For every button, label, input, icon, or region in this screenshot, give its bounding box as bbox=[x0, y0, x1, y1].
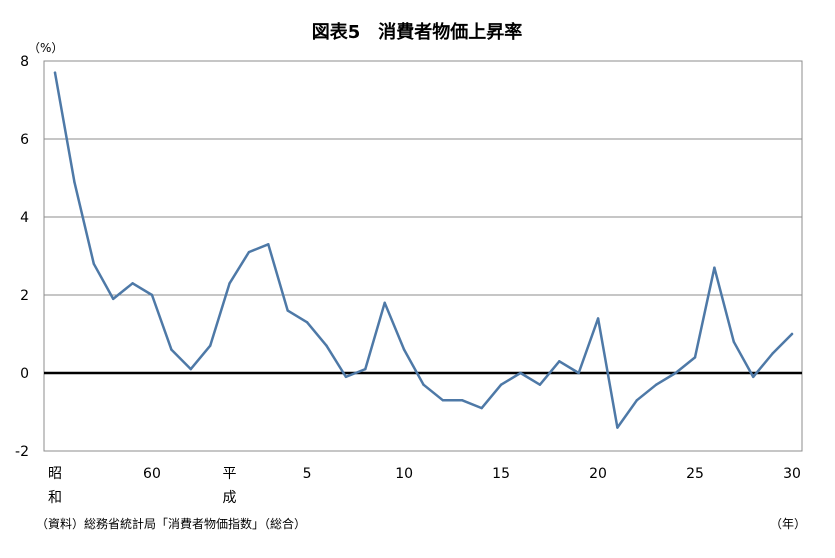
x-tick-label: 15 bbox=[492, 466, 510, 482]
data-point bbox=[383, 301, 386, 304]
plot-frame bbox=[43, 60, 803, 452]
data-point bbox=[693, 356, 697, 359]
series-line-cpi bbox=[53, 71, 794, 429]
x-tick-label: 10 bbox=[395, 466, 413, 482]
x-tick-label: 20 bbox=[589, 466, 607, 482]
data-point bbox=[422, 383, 425, 386]
data-point bbox=[519, 371, 522, 375]
data-point bbox=[538, 383, 542, 386]
source-note: （資料）総務省統計局「消費者物価指数」（総合） bbox=[36, 516, 306, 531]
x-tick-label: 平 bbox=[223, 466, 237, 482]
data-point bbox=[325, 344, 328, 347]
data-point bbox=[674, 371, 677, 375]
x-tick-label: 60 bbox=[143, 466, 161, 482]
x-tick-label: 30 bbox=[783, 466, 801, 482]
data-point bbox=[228, 282, 231, 285]
y-tick-label: 8 bbox=[20, 54, 29, 70]
x-unit-label: （年） bbox=[770, 517, 806, 531]
y-tick-label: 0 bbox=[20, 366, 29, 382]
x-tick-label: 和 bbox=[48, 490, 62, 506]
data-point bbox=[480, 406, 483, 410]
data-point bbox=[558, 360, 561, 363]
data-point bbox=[73, 180, 76, 184]
data-point bbox=[635, 399, 639, 402]
series-layer bbox=[53, 71, 794, 429]
y-tick-label: 6 bbox=[20, 132, 29, 148]
chart-title: 図表5 消費者物価上昇率 bbox=[312, 21, 523, 43]
x-tick-label: 昭 bbox=[48, 466, 62, 482]
y-tick-label: -2 bbox=[15, 444, 29, 460]
data-point bbox=[577, 371, 580, 375]
data-point bbox=[305, 321, 309, 324]
data-point bbox=[189, 367, 192, 371]
data-point bbox=[402, 348, 406, 351]
y-tick-labels: -2 0 2 4 6 8 bbox=[15, 54, 29, 460]
data-point bbox=[732, 340, 736, 343]
x-tick-labels: 昭和 60 平成 5 10 15 20 25 30 bbox=[48, 466, 801, 506]
data-point bbox=[655, 383, 658, 386]
y-unit-label: （%） bbox=[28, 41, 63, 55]
data-point bbox=[286, 309, 289, 312]
data-point bbox=[616, 426, 619, 429]
data-point bbox=[344, 375, 348, 379]
data-point bbox=[596, 317, 600, 320]
grid-layer bbox=[44, 60, 802, 452]
y-tick-label: 4 bbox=[20, 210, 29, 226]
x-tick-label: 5 bbox=[303, 466, 312, 482]
data-point bbox=[247, 250, 251, 254]
data-point bbox=[131, 282, 134, 285]
data-point bbox=[364, 367, 367, 371]
data-point bbox=[752, 375, 755, 379]
data-point bbox=[499, 383, 503, 386]
data-point bbox=[208, 344, 212, 347]
data-point bbox=[150, 293, 154, 297]
data-point bbox=[771, 352, 774, 355]
data-point bbox=[111, 297, 115, 301]
data-point bbox=[267, 243, 270, 246]
data-point bbox=[713, 266, 716, 269]
data-point bbox=[461, 399, 464, 402]
data-point bbox=[790, 332, 794, 336]
y-tick-label: 2 bbox=[20, 288, 29, 304]
data-point bbox=[441, 399, 445, 402]
x-tick-label: 成 bbox=[223, 490, 237, 506]
data-point bbox=[53, 71, 57, 74]
x-tick-label: 25 bbox=[686, 466, 704, 482]
data-point bbox=[92, 262, 95, 265]
data-point bbox=[170, 348, 173, 351]
